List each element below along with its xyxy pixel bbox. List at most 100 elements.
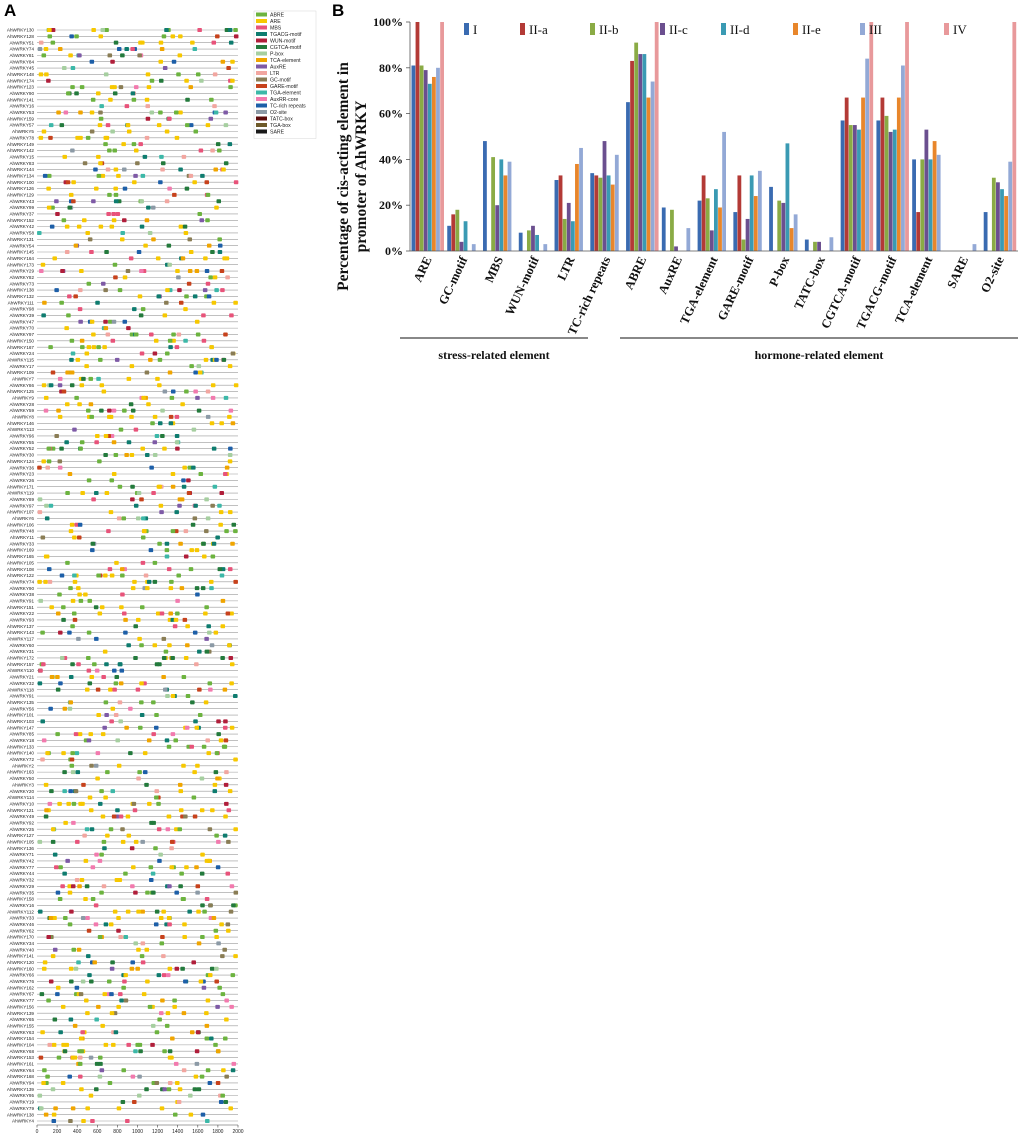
row-label: AhWRKY174 (7, 78, 35, 83)
motif-mark (219, 491, 224, 496)
motif-mark (158, 180, 163, 185)
motif-mark (77, 1061, 83, 1066)
motif-mark (59, 573, 65, 578)
motif-mark (55, 985, 61, 990)
motif-mark (152, 560, 158, 565)
legend-swatch (944, 23, 949, 35)
row-label: AhWRKY28 (9, 402, 34, 407)
motif-mark (93, 605, 99, 610)
motif-mark (201, 313, 206, 318)
row-label: AhWRKY109 (7, 370, 35, 375)
motif-mark (182, 465, 187, 470)
motif-mark (49, 789, 54, 794)
motif-mark (54, 288, 59, 293)
motif-mark (56, 1055, 62, 1060)
motif-mark (65, 858, 70, 863)
motif-mark (38, 668, 43, 673)
motif-mark (159, 47, 165, 52)
motif-mark (185, 694, 191, 699)
row-label: AhWRKY20 (9, 789, 34, 794)
motif-mark (184, 294, 189, 299)
motif-mark (62, 706, 68, 711)
motif-mark (62, 66, 67, 71)
motif-mark (158, 59, 163, 64)
bar (912, 159, 916, 251)
motif-mark (177, 53, 183, 58)
motif-mark (223, 725, 228, 730)
row-label: AhWRKY97 (9, 332, 34, 337)
motif-mark (111, 472, 117, 477)
y-tick-label: 60% (379, 107, 403, 121)
bar (562, 218, 567, 251)
motif-mark (213, 928, 219, 933)
motif-mark (70, 662, 75, 667)
motif-mark (210, 395, 216, 400)
motif-mark (113, 199, 119, 204)
legend-swatch (793, 23, 798, 35)
motif-mark (72, 579, 78, 584)
motif-mark (74, 395, 79, 400)
legend-swatch (256, 84, 267, 88)
motif-mark (88, 808, 94, 813)
motif-mark (65, 402, 70, 407)
row-label: AhWRKY126 (7, 186, 35, 191)
row-label: AhWRKY63 (9, 1030, 34, 1035)
motif-mark (154, 789, 159, 794)
motif-mark (154, 433, 160, 438)
motif-mark (91, 497, 96, 502)
motif-mark (120, 53, 125, 58)
motif-mark (215, 865, 221, 870)
motif-mark (139, 269, 144, 274)
bar (427, 83, 432, 251)
motif-mark (199, 871, 205, 876)
motif-mark (138, 1049, 143, 1054)
motif-mark (174, 345, 180, 350)
motif-mark (105, 123, 111, 128)
row-label: AhWRKY125 (7, 389, 35, 394)
bar (996, 182, 1000, 251)
motif-mark (230, 78, 235, 83)
motif-mark (55, 992, 60, 997)
motif-mark (133, 655, 138, 660)
motif-mark (77, 53, 82, 58)
motif-mark (212, 782, 218, 787)
row-label: AhWRKY135 (7, 700, 35, 705)
legend-swatch (860, 23, 865, 35)
motif-mark (116, 916, 121, 921)
row-label: AhWRKY149 (7, 142, 35, 147)
motif-mark (168, 414, 174, 419)
row-label: AhWRKY145 (7, 250, 35, 255)
motif-mark (129, 846, 135, 851)
motif-mark (87, 973, 92, 978)
motif-mark (167, 1049, 173, 1054)
motif-mark (111, 319, 117, 324)
motif-mark (197, 713, 203, 718)
motif-mark (65, 491, 70, 496)
row-label: AhWRKY148 (7, 72, 35, 77)
legend-swatch (520, 23, 525, 35)
motif-mark (157, 858, 162, 863)
motif-mark (201, 541, 206, 546)
row-label: AhWRKY112 (7, 909, 34, 914)
motif-mark (194, 725, 200, 730)
motif-mark (74, 91, 79, 96)
motif-mark (118, 814, 124, 819)
row-label: AhWRKY36 (9, 465, 34, 470)
motif-mark (97, 611, 103, 616)
legend-swatch (256, 129, 267, 134)
motif-mark (153, 338, 159, 343)
motif-mark (206, 624, 211, 629)
legend-label: II-a (529, 22, 548, 37)
category-label: ABRE (622, 254, 649, 291)
row-label: AhWRKY108 (7, 567, 35, 572)
motif-mark (130, 484, 135, 489)
motif-mark (148, 548, 154, 553)
motif-mark (181, 1068, 187, 1073)
motif-mark (37, 47, 43, 52)
motif-mark (144, 218, 150, 223)
bar (638, 54, 643, 252)
motif-mark (167, 262, 172, 267)
motif-mark (43, 782, 49, 787)
motif-mark (218, 510, 224, 515)
motif-mark (67, 294, 72, 299)
